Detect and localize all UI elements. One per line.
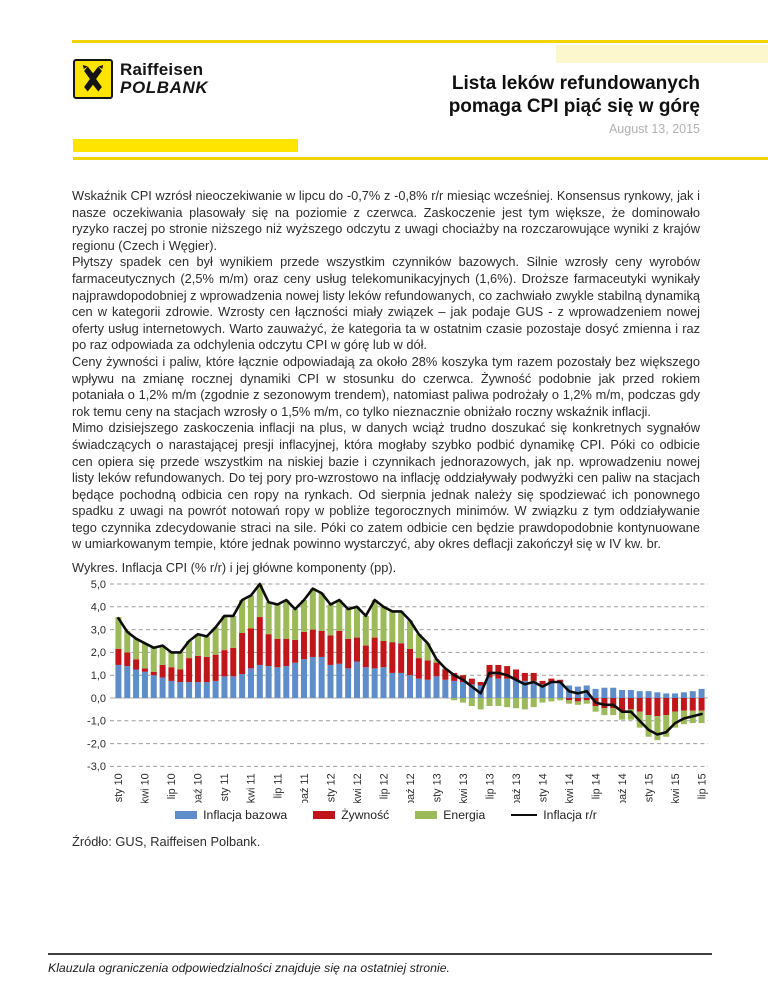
svg-text:-2,0: -2,0 [87, 738, 106, 750]
svg-text:paź 10: paź 10 [193, 773, 205, 803]
svg-text:4,0: 4,0 [91, 602, 106, 614]
svg-text:5,0: 5,0 [91, 579, 106, 591]
svg-text:3,0: 3,0 [91, 624, 106, 636]
header-top-rule [72, 40, 768, 43]
svg-text:kwi 15: kwi 15 [670, 773, 682, 803]
svg-text:paź 12: paź 12 [405, 773, 417, 803]
svg-text:sty 14: sty 14 [537, 773, 549, 802]
legend-swatch [175, 811, 198, 820]
paragraph-2: Płytszy spadek cen był wynikiem przede w… [72, 254, 700, 353]
disclaimer-text: Klauzula ograniczenia odpowiedzialności … [48, 961, 450, 975]
report-title-line1: Lista leków refundowanych [451, 73, 700, 94]
svg-text:sty 12: sty 12 [325, 773, 337, 802]
logo-brand-name: Raiffeisen [120, 59, 204, 79]
legend-item: Energia [415, 808, 485, 822]
svg-text:lip 14: lip 14 [590, 773, 602, 799]
svg-text:lip 15: lip 15 [696, 773, 708, 799]
svg-text:2,0: 2,0 [91, 647, 106, 659]
logo-wordmark: Raiffeisen POLBANK [120, 59, 209, 98]
legend-item: Inflacja bazowa [175, 808, 287, 822]
svg-text:lip 13: lip 13 [484, 773, 496, 799]
svg-text:lip 10: lip 10 [166, 773, 178, 799]
chart-caption: Wykres. Inflacja CPI (% r/r) i jej główn… [72, 560, 397, 576]
svg-text:kwi 10: kwi 10 [140, 773, 152, 803]
svg-text:-1,0: -1,0 [87, 716, 106, 728]
legend-item-line: Inflacja r/r [511, 808, 597, 822]
svg-text:sty 13: sty 13 [431, 773, 443, 802]
svg-text:0,0: 0,0 [91, 693, 106, 705]
svg-text:kwi 14: kwi 14 [564, 773, 576, 803]
paragraph-3: Ceny żywności i paliw, które łącznie odp… [72, 353, 700, 419]
report-title-block: Lista leków refundowanych pomaga CPI pią… [449, 72, 700, 136]
raiffeisen-gable-cross-icon [73, 59, 113, 99]
cpi-components-chart: 5,0 4,0 3,0 2,0 1,0 0,0 -1,0 -2,0 -3,0 sty 10 kwi … [64, 577, 708, 808]
svg-text:kwi 13: kwi 13 [458, 773, 470, 803]
article-body: Wskaźnik CPI wzrósł nieoczekiwanie w lip… [72, 188, 708, 850]
svg-text:sty 11: sty 11 [219, 773, 231, 801]
legend-swatch [313, 811, 336, 820]
legend-swatch [415, 811, 438, 820]
legend-line-swatch [511, 813, 538, 817]
report-title-line2: pomaga CPI piąć się w górę [448, 96, 700, 118]
paragraph-4: Mimo dzisiejszego zaskoczenia inflacji n… [72, 420, 700, 552]
svg-text:sty 10: sty 10 [113, 773, 125, 802]
svg-text:paź 11: paź 11 [299, 773, 311, 803]
svg-text:lip 12: lip 12 [378, 773, 390, 799]
raiffeisen-polbank-logo: Raiffeisen POLBANK [73, 59, 208, 99]
svg-text:kwi 12: kwi 12 [352, 773, 364, 803]
header-highlight-band [556, 45, 768, 63]
page-footer: Klauzula ograniczenia odpowiedzialności … [48, 953, 712, 975]
svg-text:lip 11: lip 11 [272, 773, 284, 798]
header-bottom-rule [73, 157, 768, 160]
logo-bank-name: POLBANK [120, 78, 209, 97]
svg-text:kwi 11: kwi 11 [246, 773, 258, 803]
chart-source: Źródło: GUS, Raiffeisen Polbank. [72, 834, 261, 850]
svg-text:-3,0: -3,0 [87, 761, 106, 773]
cpi-chart-canvas: 5,0 4,0 3,0 2,0 1,0 0,0 -1,0 -2,0 -3,0 sty 10 kwi … [87, 579, 708, 806]
svg-text:paź 14: paź 14 [617, 773, 629, 803]
report-date: August 13, 2015 [608, 122, 700, 137]
header-yellow-bar [73, 139, 298, 152]
chart-legend: Inflacja bazowa Żywność Energia Inflacja r/… [72, 808, 700, 822]
legend-item: Żywność [313, 808, 389, 822]
paragraph-1: Wskaźnik CPI wzrósł nieoczekiwanie w lip… [72, 188, 700, 253]
svg-text:1,0: 1,0 [91, 670, 106, 682]
svg-text:sty 15: sty 15 [643, 773, 655, 802]
svg-text:paź 13: paź 13 [511, 773, 523, 803]
